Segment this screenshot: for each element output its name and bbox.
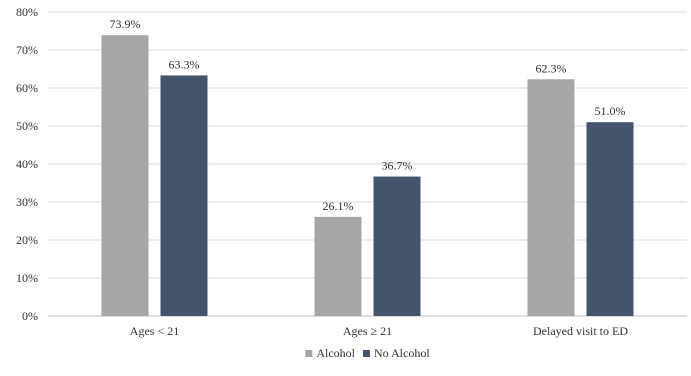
y-tick-label: 80% — [16, 5, 38, 19]
data-label: 73.9% — [110, 17, 141, 31]
legend-swatch — [305, 350, 313, 357]
bar-alcohol — [314, 216, 362, 316]
legend-swatch — [363, 350, 370, 357]
y-tick-label: 0% — [22, 309, 38, 323]
bar-no-alcohol — [160, 75, 208, 317]
x-tick-label: Ages < 21 — [130, 324, 179, 338]
y-tick-label: 10% — [16, 271, 38, 285]
y-tick-label: 30% — [16, 195, 38, 209]
y-tick-label: 20% — [16, 233, 38, 247]
y-tick-label: 40% — [16, 157, 38, 171]
data-labels: 73.9% 63.3% 26.1% 36.7% 62.3% 51.0% — [110, 17, 626, 213]
data-label: 36.7% — [382, 159, 413, 173]
bars — [101, 35, 634, 317]
x-tick-label: Ages ≥ 21 — [343, 324, 392, 338]
bar-no-alcohol — [586, 122, 634, 316]
data-label: 26.1% — [323, 199, 354, 213]
bar-alcohol — [527, 79, 575, 316]
y-tick-label: 60% — [16, 81, 38, 95]
gridlines — [48, 11, 687, 317]
y-tick-label: 70% — [16, 43, 38, 57]
legend-label: No Alcohol — [374, 346, 430, 360]
data-label: 62.3% — [536, 61, 567, 75]
y-axis-tick-labels: 0% 10% 20% 30% 40% 50% 60% 70% 80% — [16, 5, 38, 323]
data-label: 63.3% — [169, 57, 200, 71]
legend-item-no-alcohol: No Alcohol — [363, 346, 430, 360]
y-tick-label: 50% — [16, 119, 38, 133]
legend: Alcohol No Alcohol — [305, 346, 430, 360]
bar-alcohol — [101, 35, 149, 317]
data-label: 51.0% — [595, 104, 626, 118]
legend-item-alcohol: Alcohol — [305, 346, 356, 360]
x-axis-tick-labels: Ages < 21 Ages ≥ 21 Delayed visit to ED — [130, 324, 629, 338]
bar-no-alcohol — [373, 176, 421, 316]
x-tick-label: Delayed visit to ED — [533, 324, 628, 338]
legend-label: Alcohol — [316, 346, 355, 360]
